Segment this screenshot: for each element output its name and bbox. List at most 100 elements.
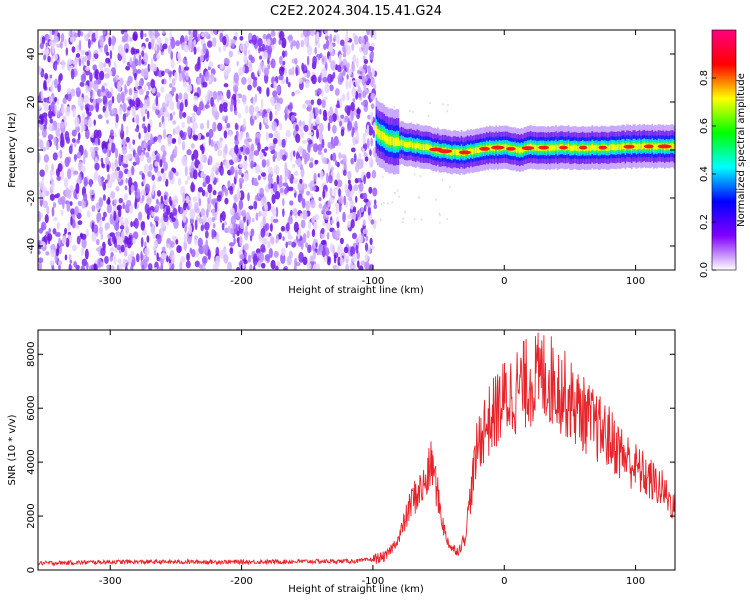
noise-cell [117,170,124,179]
noise-cell [184,179,189,185]
noise-cell [91,231,97,242]
noise-cell [138,211,143,221]
noise-cell [132,31,138,41]
noise-cell [161,70,165,77]
noise-cell [223,254,229,264]
signal-band [477,147,480,154]
noise-cell [326,222,332,230]
noise-cell [339,120,343,127]
noise-cell [351,62,355,73]
noise-cell [341,93,346,102]
noise-cell [130,221,134,228]
noise-cell [363,174,366,185]
noise-cell [51,265,55,270]
signal-band [383,132,386,142]
noise-cell [273,80,277,90]
noise-cell [208,192,212,204]
noise-cell [66,168,72,180]
signal-band [421,144,423,150]
noise-cell [270,259,276,270]
noise-cell [248,205,254,210]
noise-cell [77,200,83,207]
noise-cell [81,258,88,267]
noise-cell [134,58,139,67]
signal-band [454,148,457,155]
noise-cell [307,142,311,153]
noise-cell [116,92,122,104]
noise-cell [38,239,41,245]
noise-cell [287,35,293,41]
noise-cell [53,136,57,146]
noise-cell [96,97,103,104]
noise-cell [160,168,165,174]
signal-band [656,144,658,150]
noise-cell [187,84,193,92]
signal-band [424,144,427,151]
noise-cell [113,210,117,222]
noise-cell [120,123,124,134]
noise-cell [71,46,76,53]
noise-cell [83,94,89,105]
noise-cell [255,112,260,119]
noise-cell [367,206,372,216]
noise-cell [253,150,260,156]
noise-cell [316,128,319,139]
noise-cell [114,158,118,168]
noise-cell [166,255,169,263]
noise-cell [151,174,155,181]
colorbar-frame [711,29,737,271]
noise-cell [202,255,208,264]
noise-cell [234,169,238,180]
noise-cell [241,76,247,85]
noise-cell [123,193,128,201]
noise-cell [309,30,316,36]
noise-cell [362,90,367,99]
noise-cell [200,224,204,232]
noise-cell [338,194,344,205]
noise-cell [217,90,221,96]
noise-cell [338,188,341,197]
signal-band [457,149,460,156]
noise-cell [293,221,299,233]
noise-cell [65,237,70,248]
noise-cell [368,186,373,194]
noise-cell [287,240,293,246]
signal-band [427,144,430,151]
noise-cell [319,108,322,115]
noise-cell [362,55,366,61]
noise-cell [162,121,166,129]
noise-cell [346,107,351,117]
noise-cell [318,243,324,253]
noise-cell [175,238,179,245]
noise-cell [87,85,92,93]
noise-cell [89,178,93,188]
noise-cell [109,255,114,262]
noise-cell [315,242,318,248]
noise-cell [353,153,357,163]
noise-cell [290,42,293,50]
signal-band [386,135,389,144]
noise-cell [100,247,106,257]
noise-cell [244,104,249,114]
noise-cell [247,138,252,143]
noise-cell [128,88,133,96]
noise-cell [169,241,175,248]
noise-cell [207,94,211,100]
noise-cell [159,159,163,168]
noise-cell [267,63,271,70]
noise-cell [294,257,298,268]
noise-cell [288,186,294,192]
noise-cell [270,30,276,37]
noise-cell [156,53,161,60]
signal-band [402,140,405,147]
noise-cell [143,67,149,79]
noise-cell [163,161,168,171]
signal-band [429,144,431,151]
noise-cell [154,160,159,167]
noise-cell [122,163,129,168]
noise-cell [247,77,253,85]
noise-cell [192,196,198,202]
signal-band [506,144,509,151]
noise-cell [278,66,285,76]
noise-cell [214,110,219,121]
